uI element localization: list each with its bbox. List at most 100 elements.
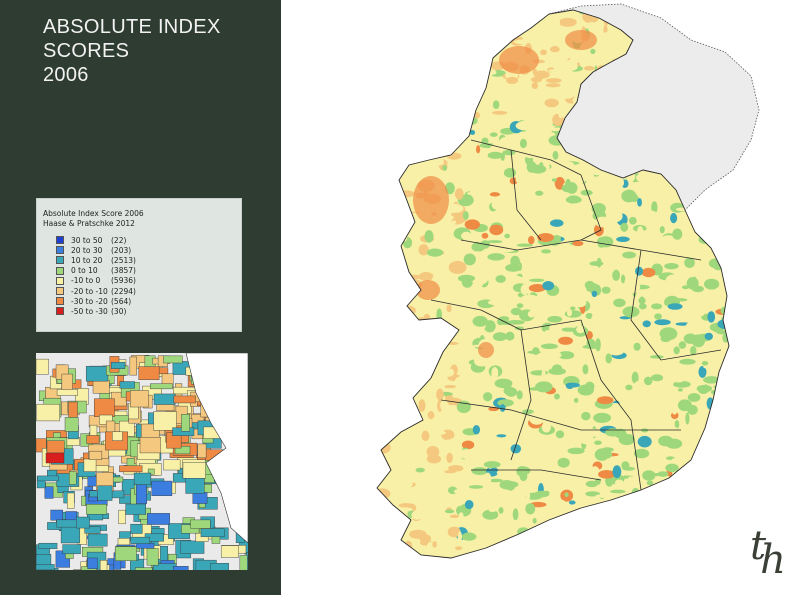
small-area-patch — [428, 411, 435, 419]
inset-area-patch — [163, 356, 182, 363]
legend-count: (30) — [111, 307, 126, 316]
small-area-patch — [664, 263, 678, 269]
legend-range: 30 to 50 — [71, 236, 111, 245]
small-area-patch — [713, 385, 722, 388]
small-area-patch — [385, 252, 400, 264]
small-area-patch — [462, 556, 471, 563]
small-area-patch — [446, 17, 462, 29]
legend-swatch — [56, 267, 64, 275]
inset-area-patch — [130, 390, 148, 407]
small-area-patch — [539, 162, 544, 169]
inset-area-patch — [36, 564, 54, 570]
small-area-patch — [583, 364, 589, 374]
small-area-patch — [493, 100, 499, 109]
small-area-patch — [650, 355, 664, 359]
small-area-patch — [528, 236, 535, 244]
small-area-patch — [516, 466, 527, 477]
inset-area-patch — [173, 566, 188, 570]
small-area-patch — [717, 319, 735, 329]
small-area-patch — [407, 352, 418, 355]
small-area-patch — [504, 22, 511, 30]
small-area-patch — [671, 564, 684, 574]
small-area-patch — [440, 557, 449, 565]
small-area-patch — [488, 8, 493, 13]
legend-range: 0 to 10 — [71, 266, 111, 275]
small-area-patch — [575, 349, 591, 355]
small-area-patch — [705, 333, 713, 340]
small-area-patch — [503, 214, 510, 218]
small-area-patch — [679, 13, 692, 16]
small-area-patch — [582, 401, 594, 412]
small-area-patch — [499, 507, 504, 514]
small-area-patch — [381, 66, 396, 70]
small-area-patch — [731, 455, 738, 461]
small-area-patch — [380, 132, 387, 139]
small-area-patch — [378, 226, 393, 238]
small-area-patch — [455, 135, 460, 142]
page-title: ABSOLUTE INDEX SCORES 2006 — [43, 15, 221, 87]
inset-area-patch — [240, 555, 247, 570]
small-area-patch — [504, 386, 515, 395]
small-area-patch — [488, 12, 495, 20]
small-area-patch — [592, 291, 598, 297]
inset-area-patch — [37, 476, 58, 481]
small-area-patch — [632, 412, 640, 424]
small-area-patch — [397, 152, 410, 158]
small-area-patch — [546, 78, 562, 83]
small-area-patch — [527, 523, 537, 534]
small-area-patch — [666, 426, 678, 435]
small-area-patch — [408, 416, 418, 420]
small-area-patch — [533, 518, 537, 524]
small-area-patch — [606, 348, 623, 354]
small-area-patch — [383, 536, 398, 543]
inset-area-patch — [139, 367, 159, 380]
small-area-patch — [570, 306, 576, 310]
title-line-1: ABSOLUTE INDEX — [43, 15, 221, 39]
small-area-patch — [602, 522, 609, 526]
small-area-patch — [690, 538, 705, 546]
small-area-patch — [517, 390, 523, 399]
small-area-patch — [669, 0, 681, 3]
small-area-patch — [393, 50, 402, 58]
inset-area-patch — [221, 546, 238, 558]
small-area-patch — [665, 393, 672, 403]
small-area-patch — [656, 340, 661, 346]
small-area-patch — [420, 64, 432, 67]
small-area-patch — [611, 188, 626, 192]
small-area-patch — [388, 316, 406, 325]
legend-range: -20 to -10 — [71, 287, 111, 296]
small-area-patch — [424, 145, 433, 156]
logo-letter-h: h — [760, 537, 780, 583]
small-area-patch — [712, 447, 724, 455]
inset-area-patch — [36, 359, 49, 374]
inset-area-patch — [63, 545, 81, 554]
small-area-patch — [578, 209, 588, 219]
small-area-patch — [513, 91, 529, 98]
small-area-patch — [569, 545, 574, 557]
small-area-patch — [704, 541, 721, 546]
small-area-patch — [457, 87, 475, 96]
small-area-patch — [674, 271, 685, 280]
small-area-patch — [584, 558, 602, 566]
small-area-patch — [710, 220, 720, 232]
small-area-patch — [714, 7, 731, 11]
small-area-patch — [552, 518, 562, 526]
small-area-patch — [495, 275, 505, 283]
small-area-patch — [465, 500, 474, 509]
legend-range: 20 to 30 — [71, 246, 111, 255]
small-area-patch — [528, 104, 544, 117]
small-area-patch — [563, 516, 573, 527]
small-area-patch — [711, 485, 722, 492]
small-area-patch — [631, 535, 643, 542]
small-area-patch — [419, 59, 436, 69]
small-area-patch — [726, 412, 731, 417]
small-area-patch — [455, 80, 470, 89]
small-area-patch — [446, 502, 462, 506]
small-area-patch — [389, 351, 405, 362]
small-area-patch — [418, 16, 426, 22]
small-area-patch — [389, 206, 394, 212]
small-area-patch — [711, 495, 720, 504]
small-area-patch — [458, 449, 476, 459]
small-area-patch — [427, 564, 442, 571]
small-area-patch — [597, 538, 605, 544]
